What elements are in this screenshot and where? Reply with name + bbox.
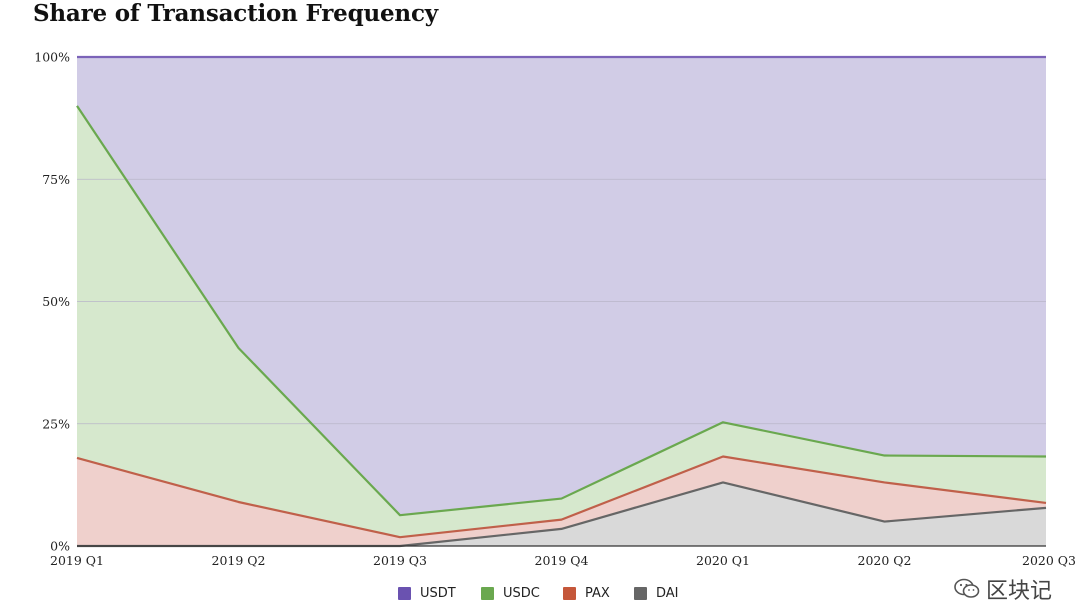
- legend-item-dai: DAI: [634, 586, 679, 601]
- x-tick-label: 2019 Q1: [50, 553, 104, 568]
- legend-label-usdc: USDC: [503, 586, 540, 601]
- legend-swatch-usdt: [398, 587, 411, 600]
- x-tick-label: 2020 Q2: [858, 553, 912, 568]
- legend-label-usdt: USDT: [420, 586, 456, 601]
- legend-item-usdt: USDT: [398, 586, 456, 601]
- x-tick-label: 2019 Q4: [535, 553, 589, 568]
- y-tick-label: 100%: [34, 50, 70, 65]
- area-usdt: [77, 57, 1046, 516]
- y-tick-label: 50%: [42, 294, 70, 309]
- y-tick-label: 0%: [50, 539, 70, 554]
- line-usdc: [76, 105, 1047, 517]
- x-tick-label: 2020 Q3: [1022, 553, 1076, 568]
- legend-item-usdc: USDC: [481, 586, 540, 601]
- x-tick-label: 2019 Q3: [373, 553, 427, 568]
- wechat-icon: [954, 578, 980, 598]
- line-pax: [76, 455, 1047, 539]
- watermark-text: 区块记: [985, 579, 1052, 604]
- legend-swatch-pax: [563, 587, 576, 600]
- legend-item-pax: PAX: [563, 586, 610, 601]
- x-tick-label: 2020 Q1: [696, 553, 750, 568]
- area-pax: [77, 456, 1046, 546]
- area-dai: [77, 482, 1046, 546]
- legend-label-dai: DAI: [656, 586, 679, 601]
- y-tick-label: 25%: [42, 416, 70, 431]
- legend-label-pax: PAX: [585, 586, 610, 601]
- legend-swatch-usdc: [481, 587, 494, 600]
- y-tick-label: 75%: [42, 172, 70, 187]
- chart-legend: USDT USDC PAX DAI: [0, 586, 1080, 608]
- watermark: 区块记: [954, 573, 1052, 605]
- legend-swatch-dai: [634, 587, 647, 600]
- x-tick-label: 2019 Q2: [212, 553, 266, 568]
- stacked-area-chart: 0% 25% 50% 75% 100% 2019 Q1 2019 Q2 2019 Q3 2019…: [34, 50, 1076, 569]
- chart-title: Share of Transaction Frequency: [33, 0, 438, 27]
